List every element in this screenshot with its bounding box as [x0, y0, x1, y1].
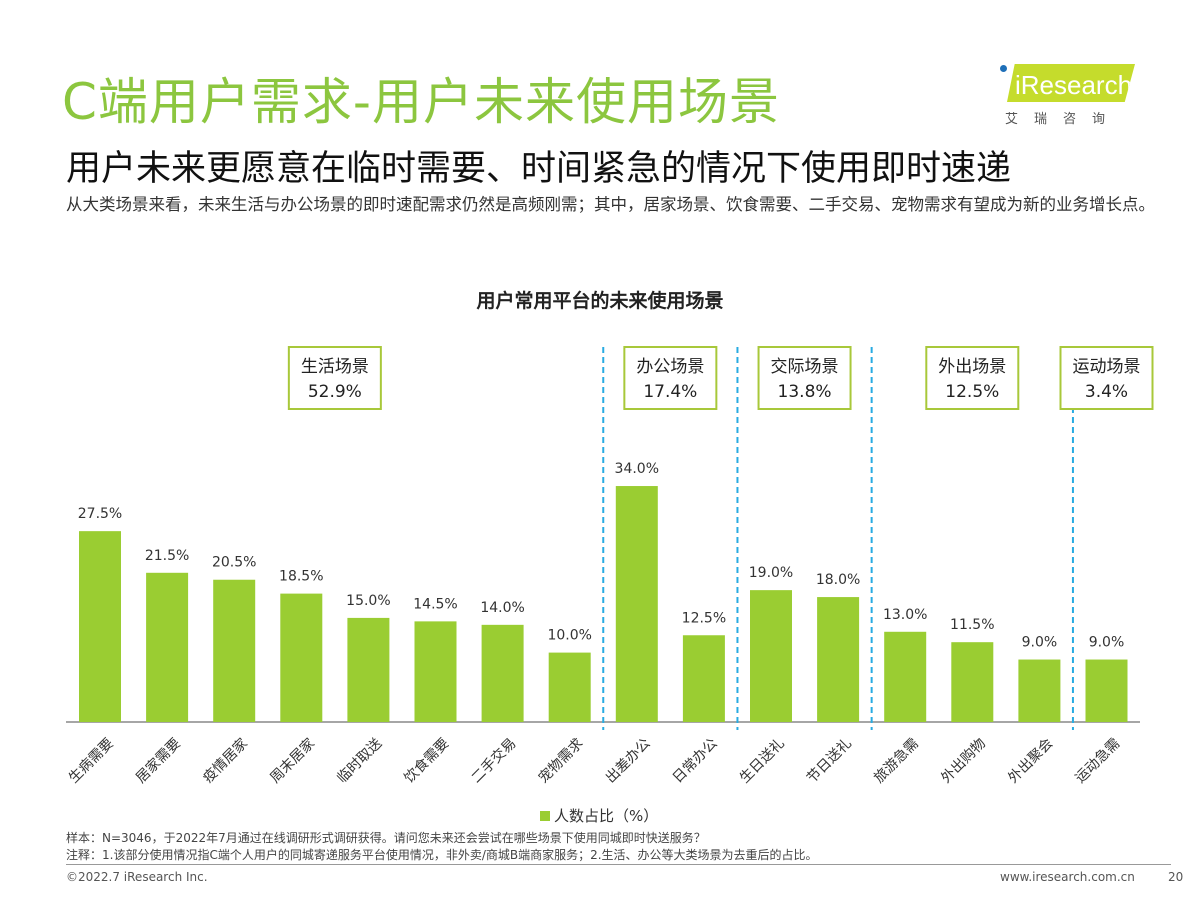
data-label: 15.0%	[346, 593, 390, 609]
group-box	[623, 346, 718, 410]
bar	[1085, 659, 1128, 722]
bar	[414, 621, 457, 722]
bar	[1018, 659, 1061, 722]
legend: 人数占比（%）	[540, 805, 658, 826]
group-value: 12.5%	[945, 382, 999, 402]
legend-swatch	[540, 811, 550, 821]
data-label: 13.0%	[883, 607, 927, 623]
logo-dot	[1000, 65, 1007, 72]
data-label: 27.5%	[78, 506, 122, 522]
x-tick-label: 节日送礼	[804, 736, 855, 787]
x-tick-label: 居家需要	[132, 735, 184, 787]
logo-shape: iResearch	[1007, 64, 1135, 102]
website-link[interactable]: www.iresearch.com.cn	[1000, 870, 1135, 884]
footer-divider	[66, 864, 1171, 865]
page-number: 20	[1168, 870, 1184, 884]
group-name: 生活场景	[301, 357, 369, 377]
sample-note: 样本：N=3046，于2022年7月通过在线调研形式调研获得。请问您未来还会尝试…	[66, 831, 706, 845]
chart-title: 用户常用平台的未来使用场景	[476, 290, 724, 312]
group-name: 外出场景	[938, 357, 1006, 377]
description: 从大类场景来看，未来生活与办公场景的即时速配需求仍然是高频刚需；其中，居家场景、…	[66, 195, 1155, 214]
data-label: 14.0%	[480, 600, 524, 616]
data-label: 34.0%	[615, 461, 659, 477]
x-tick-label: 出差办公	[603, 736, 654, 787]
data-label: 9.0%	[1089, 635, 1125, 651]
data-label: 11.5%	[950, 617, 994, 633]
data-label: 10.0%	[547, 628, 591, 644]
data-label: 12.5%	[682, 610, 726, 626]
data-label: 18.5%	[279, 569, 323, 585]
group-box	[1059, 346, 1154, 410]
bar	[146, 572, 189, 722]
group-name: 交际场景	[771, 357, 839, 377]
data-label: 21.5%	[145, 548, 189, 564]
page-subtitle: 用户未来更愿意在临时需要、时间紧急的情况下使用即时速递	[66, 149, 1012, 189]
bar	[682, 635, 725, 722]
bar	[347, 617, 390, 722]
group-name: 运动场景	[1073, 357, 1141, 377]
x-tick-label: 生病需要	[66, 736, 117, 787]
logo-text: iResearch	[1015, 70, 1133, 100]
bar	[280, 593, 323, 722]
x-tick-label: 疫情居家	[199, 735, 251, 787]
x-tick-label: 外出聚会	[1005, 736, 1056, 787]
bar	[817, 597, 860, 722]
data-label: 20.5%	[212, 555, 256, 571]
x-tick-label: 运动急需	[1072, 736, 1123, 787]
iresearch-logo: iResearch 艾瑞咨询	[995, 60, 1145, 130]
bar	[615, 486, 658, 722]
x-tick-label: 饮食需要	[401, 735, 453, 787]
group-value: 52.9%	[308, 382, 362, 402]
logo-cn: 艾瑞咨询	[1005, 112, 1122, 127]
group-box	[925, 346, 1020, 410]
group-value: 13.8%	[778, 382, 832, 402]
x-tick-label: 二手交易	[468, 735, 520, 787]
x-tick-label: 旅游急需	[871, 736, 922, 787]
bar	[951, 642, 994, 722]
page-title: C端用户需求-用户未来使用场景	[62, 73, 780, 131]
group-name: 办公场景	[636, 357, 704, 377]
group-box	[757, 346, 852, 410]
annotation-note: 注释：1.该部分使用情况指C端个人用户的同城寄递服务平台使用情况，非外卖/商城B…	[66, 848, 818, 862]
data-label: 19.0%	[749, 565, 793, 581]
group-box	[287, 346, 382, 410]
group-value: 17.4%	[643, 382, 697, 402]
data-label: 18.0%	[816, 572, 860, 588]
data-label: 14.5%	[413, 596, 457, 612]
bar	[79, 531, 121, 722]
x-tick-label: 生日送礼	[737, 736, 788, 787]
bar	[481, 624, 524, 722]
bar	[884, 631, 927, 722]
x-tick-label: 外出购物	[938, 736, 989, 787]
bar	[750, 590, 792, 722]
group-value: 3.4%	[1085, 382, 1128, 402]
data-label: 9.0%	[1022, 635, 1058, 651]
x-tick-label: 周末居家	[267, 735, 319, 787]
x-tick-label: 宠物需求	[536, 736, 587, 787]
x-tick-label: 日常办公	[670, 736, 721, 787]
bar	[213, 579, 256, 722]
legend-label: 人数占比（%）	[554, 807, 659, 825]
copyright: ©2022.7 iResearch Inc.	[66, 870, 208, 884]
x-tick-label: 临时取送	[334, 736, 385, 787]
bar	[548, 652, 591, 722]
